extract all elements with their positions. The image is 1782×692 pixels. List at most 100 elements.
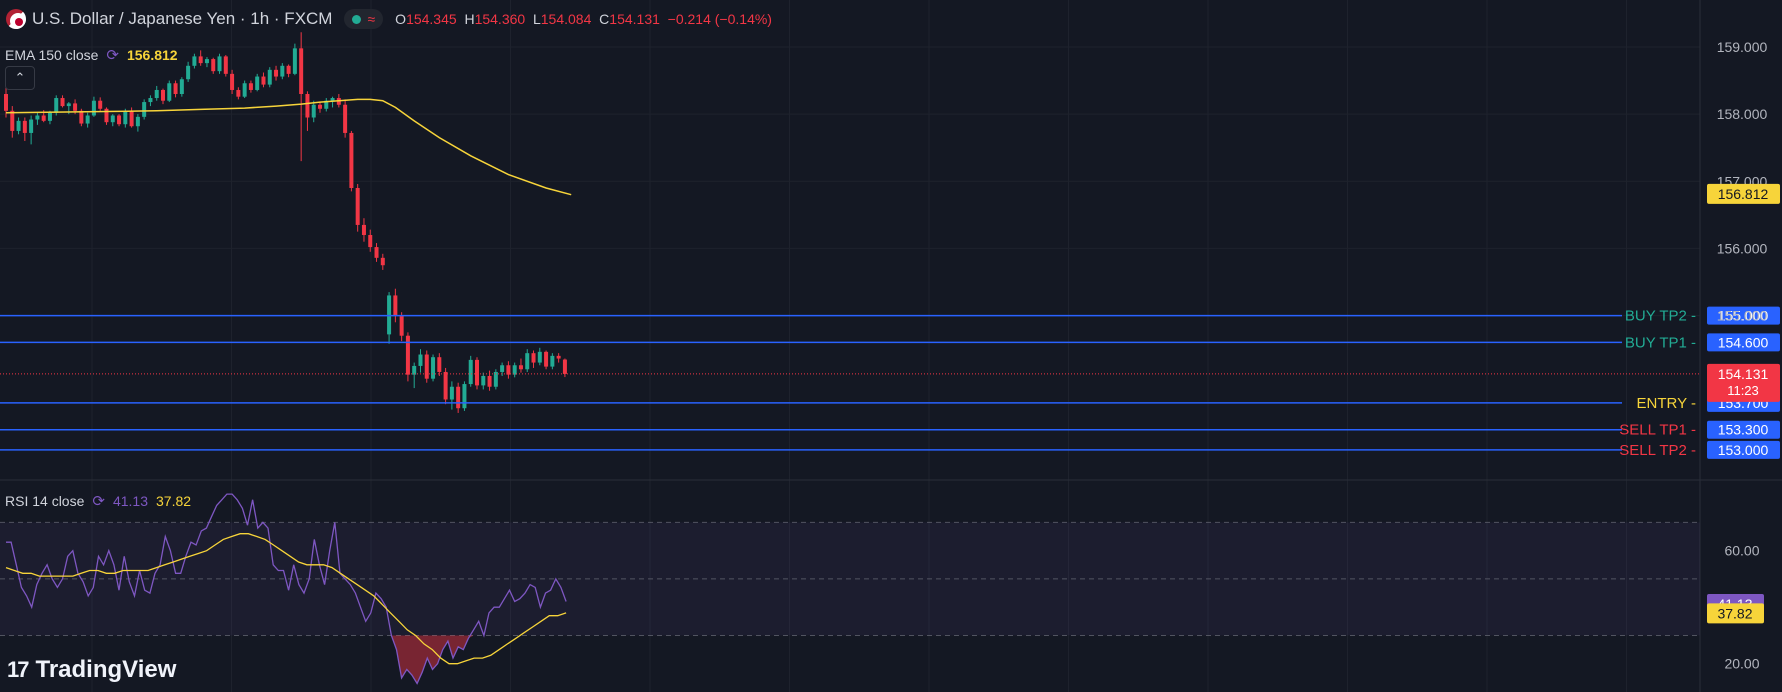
candle-body — [54, 98, 59, 113]
candle-body — [142, 102, 147, 117]
rsi-oversold-fill — [391, 635, 474, 684]
candle-body — [167, 83, 172, 101]
candle-body — [562, 359, 567, 374]
candle-body — [443, 371, 448, 400]
candle-body — [223, 56, 228, 74]
rsi-ma-tag — [1707, 603, 1764, 624]
rsi-legend[interactable]: RSI 14 close ⟳ 41.13 37.82 — [5, 492, 191, 510]
level-price-text: 153.300 — [1718, 422, 1769, 438]
candle-body — [437, 357, 442, 372]
candle-body — [91, 100, 96, 116]
level-price-tag — [1707, 306, 1780, 325]
candle-body — [22, 120, 27, 133]
rsi-label: RSI 14 close — [5, 493, 85, 509]
candle-body — [399, 315, 404, 336]
refresh-icon[interactable]: ⟳ — [92, 493, 105, 510]
candle-body — [506, 365, 511, 375]
candle-body — [148, 98, 153, 103]
tradingview-logo[interactable]: 17 TradingView — [7, 656, 176, 684]
market-open-dot-icon — [352, 14, 362, 24]
market-status[interactable]: ≈ — [344, 9, 384, 29]
symbol-header[interactable]: U.S. Dollar / Japanese Yen · 1h · FXCM ≈… — [6, 8, 772, 30]
wave-icon: ≈ — [367, 11, 376, 27]
candle-body — [349, 132, 354, 188]
candle-body — [186, 65, 191, 80]
rsi-axis-tick: 60.00 — [1724, 543, 1759, 559]
candle-body — [47, 112, 52, 121]
candle-body — [10, 110, 15, 131]
ohlc-readout: O154.345 H154.360 L154.084 C154.131 −0.2… — [395, 11, 772, 27]
candle-body — [537, 351, 542, 363]
candle-body — [4, 94, 8, 111]
candle-body — [267, 69, 272, 85]
candle-body — [311, 104, 316, 118]
candle-body — [405, 335, 410, 375]
candle-body — [60, 98, 65, 107]
candle-body — [412, 365, 417, 375]
ema-150-line — [5, 98, 572, 196]
candle-body — [355, 188, 360, 225]
candle-body — [255, 76, 260, 90]
level-label: BUY TP1 - — [1625, 334, 1696, 351]
refresh-icon[interactable]: ⟳ — [106, 47, 119, 64]
ema-legend[interactable]: EMA 150 close ⟳ 156.812 — [5, 46, 178, 64]
candle-body — [286, 65, 291, 74]
candle-body — [236, 89, 241, 97]
candle-body — [242, 83, 247, 97]
candle-body — [305, 94, 310, 118]
candle-body — [343, 104, 348, 133]
candle-body — [518, 365, 523, 370]
rsi-ma-value: 37.82 — [156, 493, 192, 509]
candle-body — [531, 353, 536, 363]
candle-body — [550, 355, 555, 367]
candle-body — [66, 103, 71, 107]
rsi-value: 41.13 — [112, 493, 148, 509]
candle-body — [468, 359, 473, 385]
candle-body — [85, 115, 90, 124]
ema-label: EMA 150 close — [5, 47, 99, 63]
level-price-tag — [1707, 440, 1780, 459]
candle-body — [544, 351, 549, 367]
candle-body — [16, 120, 21, 131]
level-label: ENTRY - — [1637, 395, 1696, 412]
candle-body — [98, 100, 103, 109]
candle-body — [512, 365, 517, 375]
collapse-legend-button[interactable]: ⌃ — [5, 66, 35, 90]
candle-body — [487, 376, 492, 387]
last-price-text: 154.131 — [1718, 366, 1769, 382]
candle-body — [361, 224, 366, 235]
candle-body — [280, 65, 285, 77]
candle-body — [324, 100, 329, 109]
price-axis-tick: 159.000 — [1717, 39, 1768, 55]
candle-body — [104, 108, 109, 123]
candle-body — [79, 110, 84, 124]
candle-body — [217, 56, 222, 72]
candle-body — [117, 115, 122, 125]
candle-body — [35, 115, 40, 120]
tradingview-logo-icon: 17 — [7, 657, 30, 682]
candle-body — [110, 115, 115, 123]
price-axis-tick: 155.000 — [1717, 308, 1768, 324]
candle-body — [161, 89, 165, 101]
candle-body — [154, 89, 159, 99]
candle-body — [135, 116, 140, 127]
level-price-tag — [1707, 333, 1780, 352]
symbol-title[interactable]: U.S. Dollar / Japanese Yen · 1h · FXCM — [32, 9, 333, 28]
price-axis-tick: 158.000 — [1717, 106, 1768, 122]
candle-body — [274, 69, 279, 77]
candle-body — [368, 235, 373, 248]
level-price-text: 155.000 — [1718, 308, 1769, 324]
candle-body — [192, 56, 197, 66]
candle-body — [123, 111, 128, 125]
bar-countdown-text: 11:23 — [1727, 383, 1759, 398]
ema-value: 156.812 — [126, 47, 178, 63]
candle-body — [456, 386, 461, 409]
candle-body — [173, 83, 178, 94]
rsi-ma-line — [5, 533, 567, 665]
candle-body — [418, 354, 423, 366]
candle-body — [374, 247, 379, 258]
candle-body — [179, 79, 184, 94]
chevron-up-icon: ⌃ — [14, 70, 26, 85]
